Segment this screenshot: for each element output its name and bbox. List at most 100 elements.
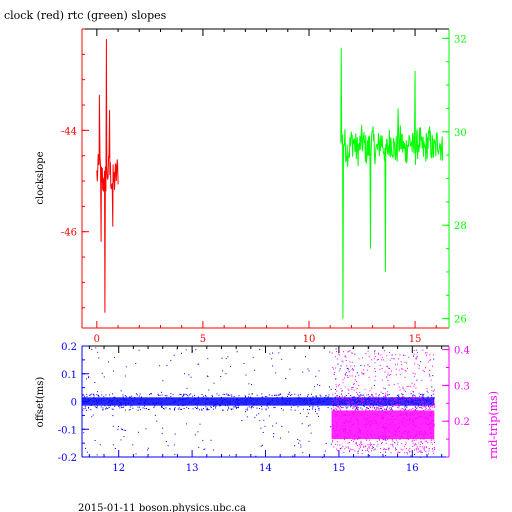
data-point	[378, 353, 380, 355]
data-point	[402, 394, 404, 395]
data-point	[404, 406, 406, 408]
data-point	[364, 396, 365, 398]
data-point	[195, 404, 197, 406]
data-point	[383, 436, 385, 438]
data-point	[299, 400, 301, 402]
data-point	[244, 395, 246, 397]
data-point	[348, 393, 350, 394]
data-point	[144, 407, 146, 409]
data-point	[395, 449, 396, 451]
data-point	[381, 409, 383, 411]
data-point	[355, 405, 357, 407]
data-point	[332, 428, 334, 430]
data-point	[359, 397, 361, 399]
data-point	[319, 394, 321, 396]
data-point	[406, 405, 408, 407]
data-point	[230, 365, 232, 367]
data-point	[370, 398, 372, 400]
data-point	[289, 403, 290, 405]
data-point	[236, 399, 238, 401]
data-point	[353, 406, 355, 408]
data-point	[182, 404, 184, 406]
data-point	[345, 360, 347, 361]
data-point	[429, 406, 431, 408]
data-point	[430, 406, 431, 408]
data-point	[184, 373, 185, 375]
data-point	[394, 434, 396, 436]
data-point	[429, 370, 431, 371]
data-point	[112, 425, 114, 427]
data-point	[251, 406, 253, 408]
data-point	[407, 439, 409, 440]
data-point	[202, 395, 204, 397]
data-point	[369, 409, 371, 411]
data-point	[399, 354, 401, 356]
data-point	[184, 404, 186, 406]
data-point	[431, 438, 433, 440]
data-point	[363, 400, 365, 402]
data-point	[357, 401, 359, 403]
data-point	[417, 448, 419, 450]
data-point	[261, 444, 263, 446]
data-point	[341, 395, 343, 397]
data-point	[386, 365, 388, 367]
data-point	[333, 409, 335, 411]
data-point	[138, 395, 140, 397]
data-point	[391, 432, 393, 434]
data-point	[285, 378, 287, 380]
data-point	[432, 403, 433, 405]
data-point	[351, 424, 353, 426]
data-point	[345, 372, 347, 374]
data-point	[422, 406, 424, 408]
data-point	[379, 401, 381, 403]
data-point	[433, 404, 435, 406]
data-point	[391, 426, 393, 428]
data-point	[340, 393, 342, 395]
data-point	[432, 390, 434, 392]
data-point	[111, 400, 113, 402]
data-point	[399, 430, 400, 432]
data-point	[181, 352, 182, 354]
data-point	[419, 446, 421, 447]
data-point	[362, 373, 364, 375]
data-point	[397, 363, 398, 365]
data-point	[404, 355, 406, 357]
data-point	[326, 397, 328, 399]
data-point	[123, 400, 125, 401]
data-point	[334, 405, 336, 406]
data-point	[266, 396, 268, 398]
data-point	[418, 392, 420, 394]
data-point	[225, 373, 227, 375]
data-point	[334, 389, 336, 390]
data-point	[379, 398, 381, 400]
x-tick-label: 0	[94, 334, 100, 345]
data-point	[88, 400, 90, 401]
data-point	[310, 432, 312, 434]
data-point	[350, 397, 352, 399]
data-point	[151, 393, 152, 395]
data-point	[405, 410, 407, 412]
data-point	[99, 399, 101, 401]
data-point	[293, 405, 295, 406]
data-point	[397, 441, 399, 443]
data-point	[105, 408, 107, 410]
data-point	[403, 389, 405, 391]
data-point	[377, 443, 379, 445]
data-point	[114, 356, 115, 358]
data-point	[413, 421, 415, 423]
data-point	[371, 447, 373, 449]
data-point	[407, 409, 409, 411]
data-point	[216, 402, 218, 404]
data-point	[332, 404, 334, 406]
data-point	[431, 404, 433, 406]
data-point	[292, 455, 294, 457]
data-point	[425, 404, 427, 406]
data-point	[426, 440, 427, 442]
data-point	[183, 395, 184, 397]
data-point	[327, 406, 329, 408]
data-point	[384, 371, 386, 373]
data-point	[122, 396, 124, 398]
data-point	[108, 407, 110, 408]
data-point	[179, 397, 181, 399]
data-point	[178, 404, 180, 406]
